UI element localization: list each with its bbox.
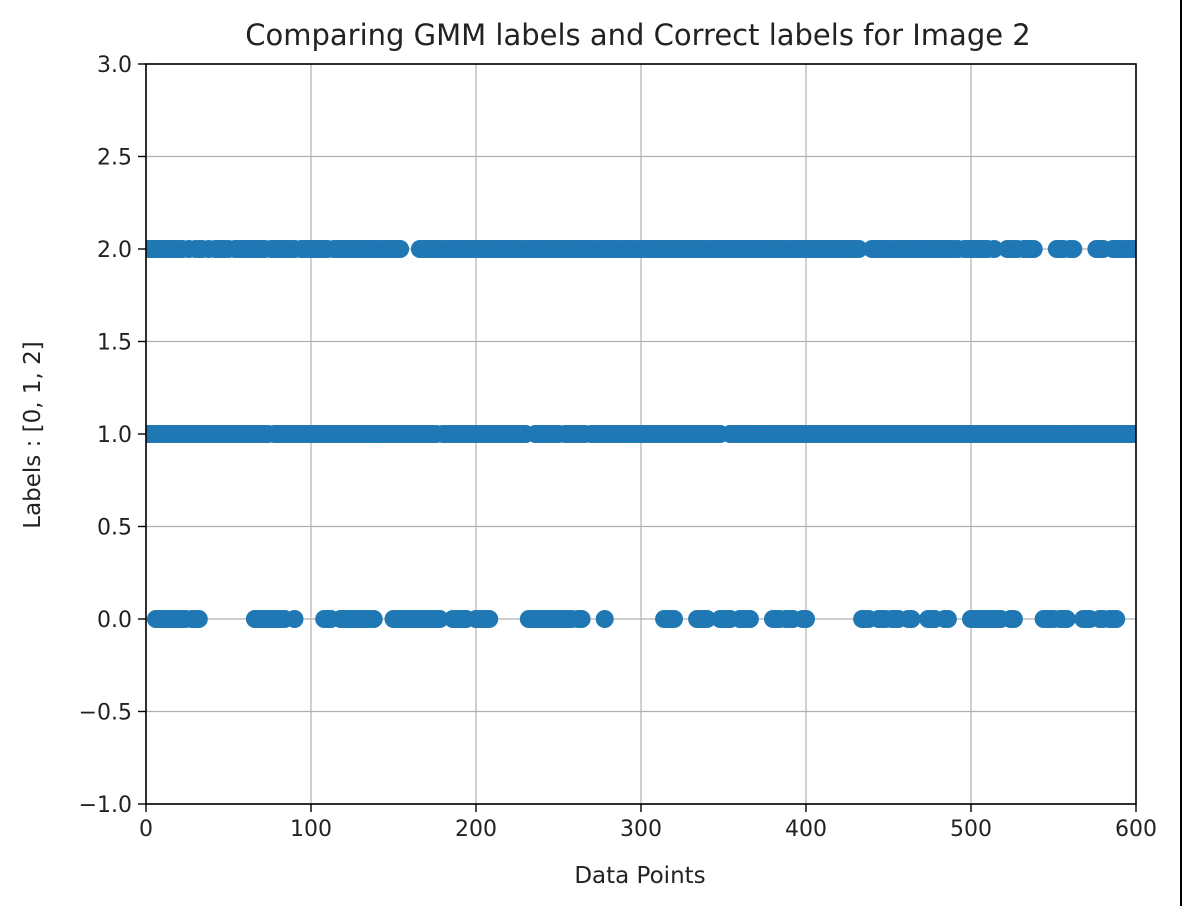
y-tick-label: −1.0	[79, 793, 132, 818]
scatter-point	[849, 240, 868, 258]
y-axis-label: Labels : [0, 1, 2]	[20, 341, 46, 529]
scatter-point	[572, 610, 591, 628]
scatter-point	[698, 610, 716, 628]
x-axis-label: Data Points	[574, 863, 705, 889]
scatter-point	[902, 610, 921, 628]
scatter-point	[1127, 425, 1136, 443]
x-tick-label: 100	[290, 817, 332, 842]
scatter-point	[740, 610, 759, 628]
data-points	[146, 240, 1136, 628]
scatter-point	[391, 240, 410, 258]
y-tick-label: 0.0	[97, 608, 132, 633]
y-tick-label: 2.0	[97, 238, 132, 263]
scatter-point	[364, 610, 383, 628]
x-tick-label: 400	[785, 817, 827, 842]
scatter-point	[430, 610, 449, 628]
scatter-point	[595, 610, 614, 628]
y-tick-label: 2.5	[97, 146, 132, 171]
scatter-point	[985, 240, 1004, 258]
scatter-point	[1024, 240, 1043, 258]
scatter-point	[1004, 610, 1023, 628]
scatter-point	[480, 610, 499, 628]
scatter-point	[665, 610, 683, 628]
x-tick-label: 0	[139, 817, 153, 842]
x-tick-label: 300	[620, 817, 662, 842]
scatter-point	[1127, 240, 1136, 258]
y-tick-label: 3.0	[97, 53, 132, 78]
scatter-point	[1107, 610, 1126, 628]
axis-ticks: 0 100 200 300 400 500 600 −1.0 −0.5 0.0 0.5 1.0 1.5 2…	[79, 53, 1157, 842]
scatter-point	[1064, 240, 1083, 258]
y-tick-label: −0.5	[79, 701, 132, 726]
y-tick-label: 0.5	[97, 516, 132, 541]
chart-title: Comparing GMM labels and Correct labels …	[245, 18, 1031, 52]
x-tick-label: 600	[1115, 817, 1157, 842]
scatter-point	[1057, 610, 1076, 628]
x-tick-label: 200	[455, 817, 497, 842]
y-tick-label: 1.5	[97, 331, 132, 356]
x-tick-label: 500	[950, 817, 992, 842]
scatter-point	[189, 610, 208, 628]
scatter-point	[938, 610, 957, 628]
scatter-point	[285, 610, 304, 628]
y-tick-label: 1.0	[97, 423, 132, 448]
window-edge	[1180, 0, 1182, 906]
scatter-point	[797, 610, 815, 628]
